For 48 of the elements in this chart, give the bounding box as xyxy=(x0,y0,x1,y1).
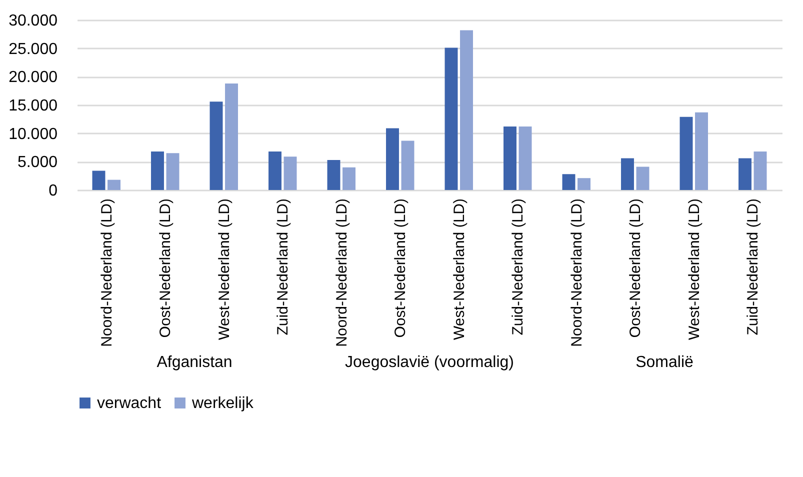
bar xyxy=(108,180,120,190)
y-tick-label: 5.000 xyxy=(17,154,58,172)
x-tick-label: Oost-Nederland (LD) xyxy=(157,198,174,338)
x-tick-label: Noord-Nederland (LD) xyxy=(98,198,116,347)
bar xyxy=(738,158,752,190)
x-tick-label: Noord-Nederland (LD) xyxy=(568,198,586,347)
y-tick-label: 15.000 xyxy=(8,98,58,114)
bar xyxy=(562,174,576,190)
x-tick-label: Zuid-Nederland (LD) xyxy=(744,198,762,336)
bar xyxy=(166,153,180,190)
bar xyxy=(210,102,223,190)
y-tick-label: 25.000 xyxy=(8,40,58,58)
bar xyxy=(754,151,767,190)
bar xyxy=(680,116,693,190)
y-tick-label: 10.000 xyxy=(8,126,58,143)
bar xyxy=(386,128,399,190)
x-tick-label: Zuid-Nederland (LD) xyxy=(274,198,292,336)
bar xyxy=(342,167,356,190)
text: Somalië xyxy=(636,354,694,371)
bar xyxy=(401,140,414,190)
x-tick-label: Oost-Nederland (LD) xyxy=(392,198,410,338)
bar xyxy=(327,160,340,190)
bar xyxy=(225,83,238,190)
bar xyxy=(92,170,106,190)
bar xyxy=(268,151,282,190)
x-tick-label: Oost-Nederland (LD) xyxy=(627,198,644,338)
text: Joegoslavië (voormalig) xyxy=(345,354,514,371)
bar xyxy=(444,48,458,190)
bar xyxy=(621,158,634,190)
legend-label: werkelijk xyxy=(191,395,254,412)
bar xyxy=(518,126,532,190)
bar xyxy=(151,151,164,190)
y-tick-label: 0 xyxy=(48,182,58,200)
y-tick-label: 20.000 xyxy=(8,69,58,86)
bar xyxy=(460,30,473,190)
bar xyxy=(636,166,650,190)
text: Afganistan xyxy=(156,354,232,371)
x-tick-label: West-Nederland (LD) xyxy=(686,198,703,340)
bar xyxy=(284,156,297,190)
y-tick-label: 30.000 xyxy=(8,12,58,30)
x-tick-label: Noord-Nederland (LD) xyxy=(333,198,350,347)
x-tick-label: West-Nederland (LD) xyxy=(216,198,233,340)
legend-label: verwacht xyxy=(97,395,162,412)
x-tick-label: West-Nederland (LD) xyxy=(450,198,468,340)
bar xyxy=(578,178,590,190)
bar xyxy=(695,112,708,190)
bar xyxy=(504,126,516,190)
x-tick-label: Zuid-Nederland (LD) xyxy=(510,198,527,336)
